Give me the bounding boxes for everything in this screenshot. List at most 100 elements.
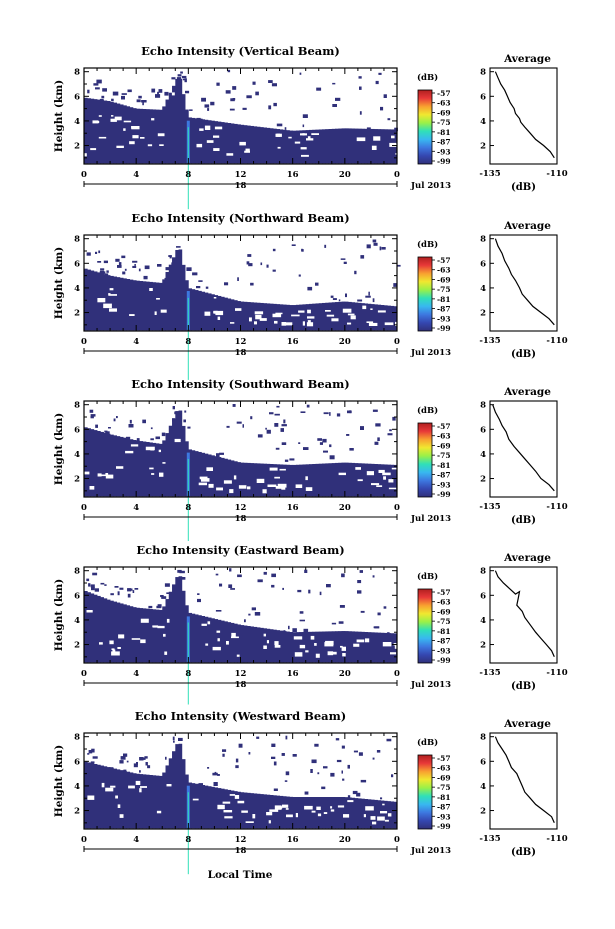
echo-speck (232, 404, 236, 407)
profile-x-tick-label: -135 (479, 834, 500, 844)
echo-gap (109, 288, 114, 291)
echo-column (204, 785, 209, 829)
profile-x-tick-label: -110 (546, 834, 567, 844)
echo-speck (142, 419, 146, 424)
echo-gap (149, 288, 153, 291)
y-tick-label: 4 (74, 782, 80, 792)
echo-gap (384, 819, 389, 822)
echo-column (175, 411, 179, 497)
echo-gap (226, 153, 234, 156)
echo-column (175, 577, 179, 663)
x-day-label: 18 (235, 181, 247, 191)
echo-column (87, 762, 91, 829)
echo-gap (330, 809, 335, 812)
echo-speck (165, 756, 167, 760)
echo-gap (317, 813, 322, 817)
echo-speck (115, 258, 120, 262)
echo-gap (89, 486, 95, 490)
echo-speck (182, 577, 186, 580)
echo-gap (366, 471, 374, 476)
echo-gap (316, 806, 321, 810)
echo-speck (375, 423, 381, 427)
echo-column (292, 305, 297, 331)
profile-y-tick-label: 8 (480, 68, 486, 78)
echo-column (217, 457, 222, 497)
echo-column (110, 600, 114, 663)
echo-column (129, 606, 134, 663)
profile-x-tick-label: -135 (479, 336, 500, 346)
echo-column (383, 800, 388, 829)
colorbar-tick-label: -99 (437, 656, 451, 665)
profile-y-tick-label: 2 (480, 475, 486, 485)
echo-gap (216, 630, 221, 633)
echo-speck (341, 770, 343, 774)
chart-title: Echo Intensity (Eastward Beam) (136, 543, 344, 557)
echo-column (240, 625, 245, 663)
echo-column (328, 129, 333, 164)
echo-gap (279, 468, 286, 471)
echo-speck (366, 244, 371, 249)
echo-column (289, 632, 294, 663)
echo-speck (150, 438, 154, 441)
chart-title: Echo Intensity (Southward Beam) (131, 377, 349, 391)
x-tick-label: 12 (235, 835, 247, 845)
echo-column (341, 128, 346, 164)
y-tick-label: 6 (74, 757, 80, 767)
echo-speck (222, 753, 225, 757)
echo-column (299, 464, 303, 497)
echo-column (84, 427, 88, 497)
echo-column (295, 464, 300, 497)
echo-column (152, 282, 157, 331)
echo-speck (184, 410, 187, 413)
echo-column (308, 797, 313, 829)
echo-gap (286, 814, 293, 818)
echo-speck (150, 427, 153, 430)
echo-column (377, 129, 382, 164)
echo-gap (274, 645, 281, 648)
echo-speck (302, 114, 308, 118)
profile-line (494, 736, 555, 824)
echo-column (175, 249, 179, 331)
echo-speck (169, 256, 172, 259)
echo-speck (349, 448, 354, 451)
echo-column (318, 631, 323, 663)
echo-speck (90, 414, 96, 417)
echo-column (250, 125, 254, 164)
echo-speck (164, 91, 169, 96)
echo-gap (156, 298, 160, 300)
echo-column (286, 304, 290, 331)
echo-column (367, 799, 372, 829)
echo-gap (244, 150, 250, 153)
echo-speck (98, 250, 101, 254)
echo-column (214, 619, 219, 663)
profile-frame (489, 400, 558, 498)
profile-y-tick-label: 6 (480, 757, 486, 767)
echo-speck (256, 736, 260, 739)
echo-column (354, 128, 359, 164)
echo-speck (196, 286, 201, 289)
echo-column (97, 595, 101, 663)
echo-gap (123, 120, 132, 123)
echo-column (250, 302, 254, 331)
echo-gap (382, 642, 392, 647)
echo-column (168, 425, 173, 497)
echo-column (354, 798, 359, 829)
echo-column (129, 772, 134, 829)
echo-speck (235, 758, 239, 763)
echo-speck (393, 283, 397, 287)
colorbar-tick-label: -81 (437, 461, 451, 470)
echo-column (132, 280, 137, 331)
profile-title: Average (503, 386, 551, 398)
echo-gap (217, 638, 220, 642)
echo-speck (142, 101, 144, 106)
echo-speck (353, 750, 358, 753)
echo-speck (214, 771, 217, 774)
echo-column (211, 786, 215, 829)
echo-column (256, 126, 261, 164)
echo-speck (357, 590, 362, 594)
echo-column (106, 767, 111, 829)
echo-column (201, 291, 206, 331)
echo-column (237, 791, 241, 829)
echo-speck (380, 106, 384, 111)
echo-speck (90, 761, 95, 764)
